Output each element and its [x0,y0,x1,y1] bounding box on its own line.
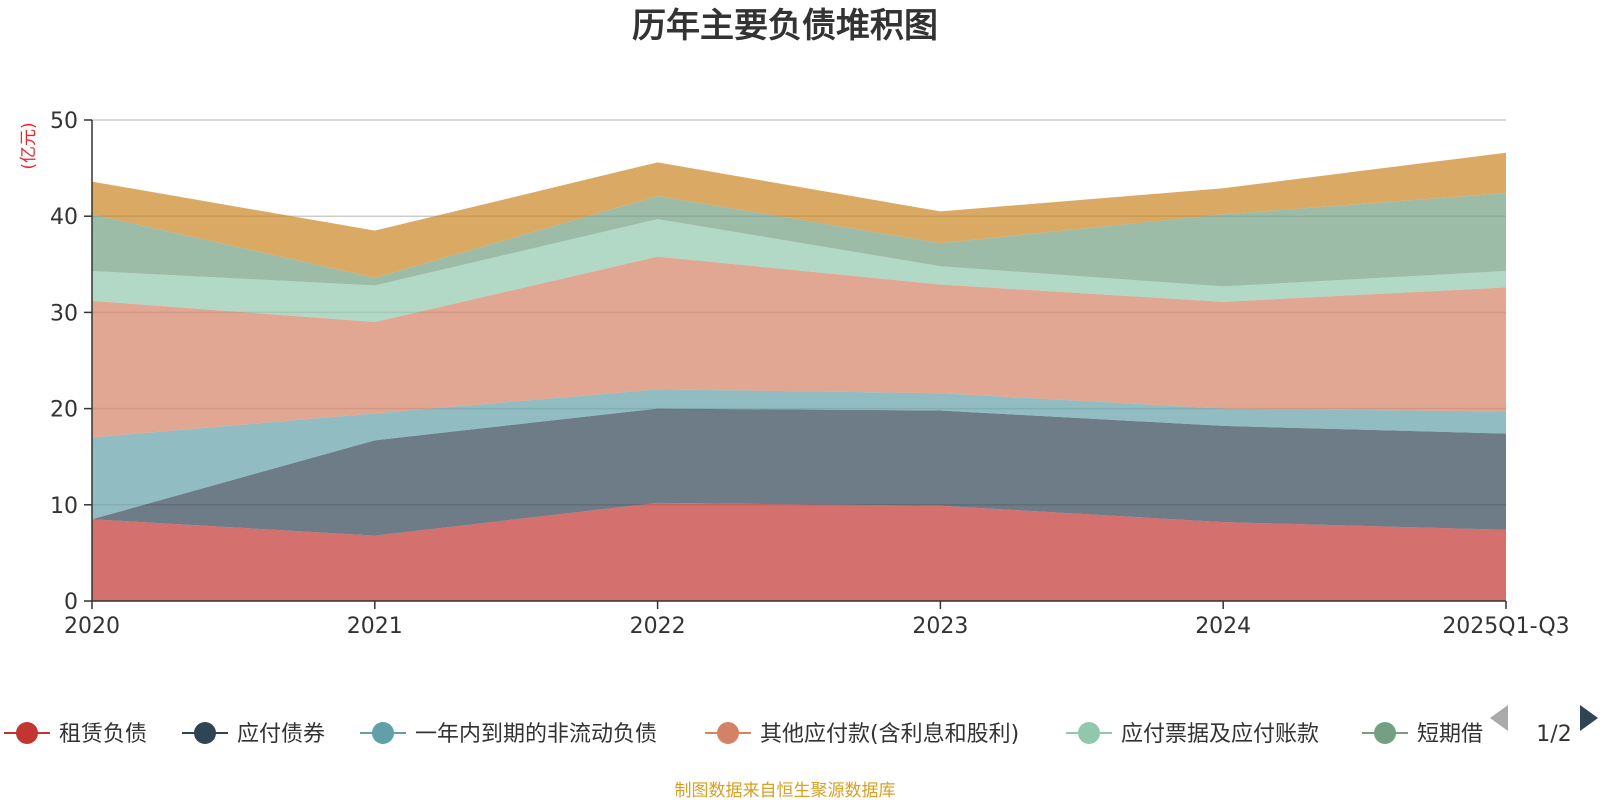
x-tick-label: 2023 [912,614,968,639]
legend-label: 一年内到期的非流动负债 [415,722,657,747]
area-series-layer [92,152,1506,601]
axes: 0 10 20 30 40 50 2020 2021 2022 2023 2024 2025Q1-Q3 [50,109,1570,639]
legend: 租赁负债 应付债券 一年内到期的非流动负债 其他应付款(含利息和股利) 应付票据及应付账… [4,705,1600,765]
x-tick-label: 2021 [347,614,403,639]
x-tick-label: 2020 [64,614,120,639]
legend-label: 应付债券 [237,722,325,747]
y-tick-label: 30 [50,301,78,326]
legend-marker [16,722,38,744]
legend-item[interactable]: 租赁负债 [4,722,147,747]
legend-label: 应付票据及应付账款 [1121,722,1319,747]
y-tick-label: 40 [50,205,78,230]
legend-page-indicator: 1/2 [1536,722,1571,747]
area-series-2 [92,408,1506,536]
legend-item[interactable]: 应付债券 [182,722,325,747]
legend-marker [717,722,739,744]
legend-marker [1374,722,1396,744]
area-series-7 [92,152,1506,278]
legend-next-page-icon[interactable] [1580,705,1598,731]
x-tick-label: 2024 [1195,614,1251,639]
y-tick-label: 0 [64,590,78,615]
legend-label: 租赁负债 [59,722,147,747]
area-series-4 [92,256,1506,438]
area-series-6 [92,193,1506,287]
y-tick-label: 20 [50,398,78,423]
legend-item[interactable]: 应付票据及应付账款 [1066,722,1319,747]
x-tick-label: 2022 [630,614,686,639]
source-note: 制图数据来自恒生聚源数据库 [675,781,896,800]
legend-marker [1078,722,1100,744]
legend-item[interactable]: 一年内到期的非流动负债 [360,722,657,747]
legend-marker [372,722,394,744]
y-tick-label: 50 [50,109,78,134]
legend-label: 其他应付款(含利息和股利) [760,722,1019,747]
legend-prev-page-icon[interactable] [1490,705,1508,731]
area-series-1 [92,502,1506,601]
area-series-3 [92,389,1506,520]
area-series-5 [92,219,1506,323]
y-axis-unit-label: (亿元) [19,122,39,169]
legend-marker [194,722,216,744]
y-tick-label: 10 [50,494,78,519]
legend-item[interactable]: 其他应付款(含利息和股利) [705,722,1019,747]
legend-item[interactable]: 短期借 [1362,722,1483,747]
chart-title: 历年主要负债堆积图 [632,6,938,46]
legend-label: 短期借 [1417,722,1483,747]
x-tick-label: 2025Q1-Q3 [1442,614,1569,639]
